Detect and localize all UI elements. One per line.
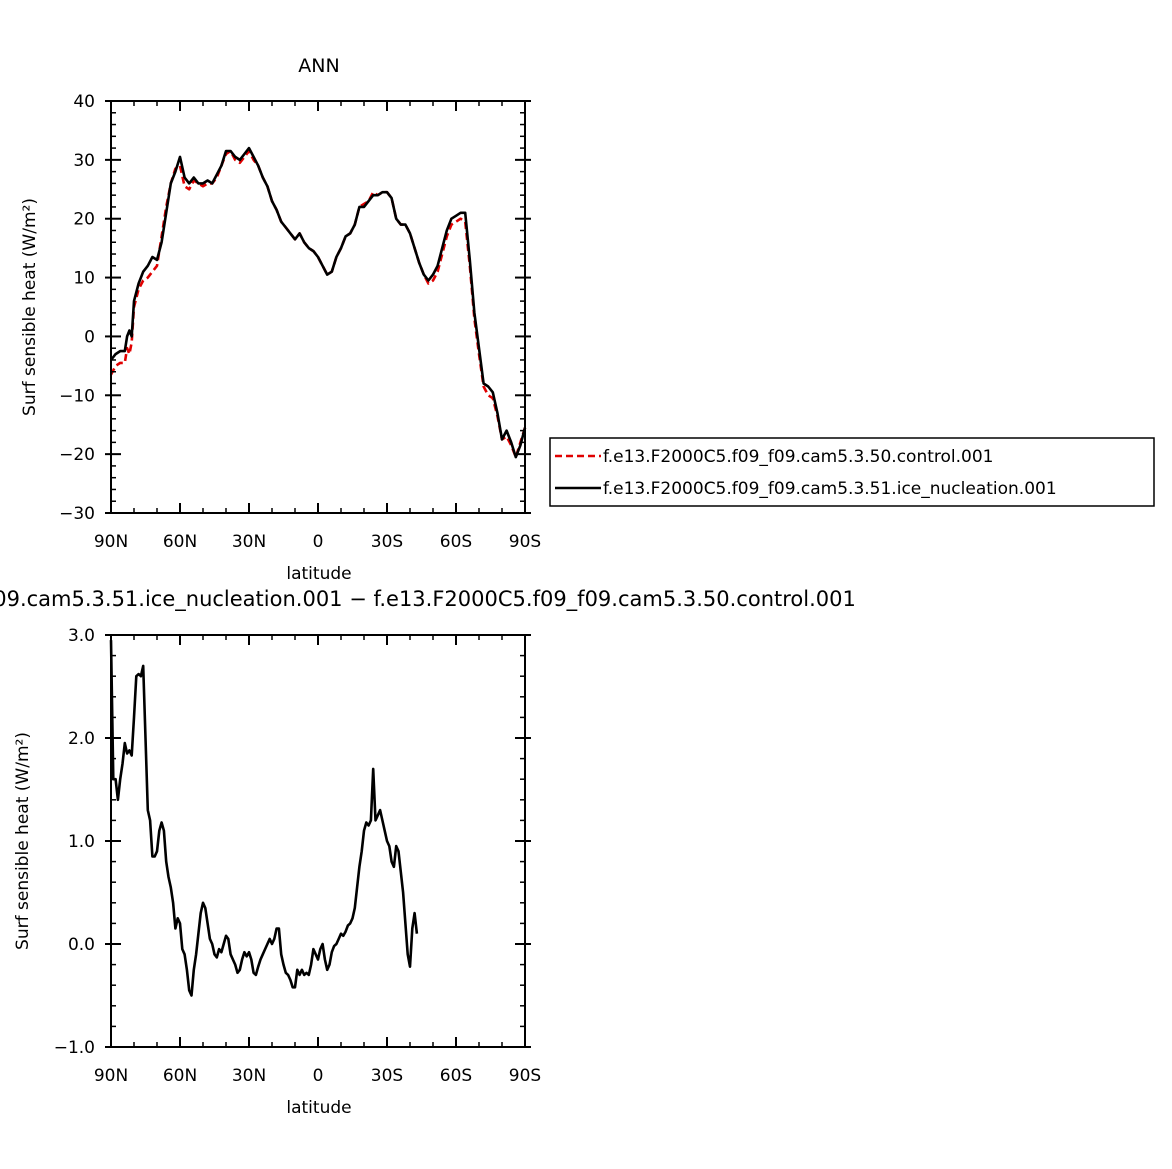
bottom-x-tick-label: 60S bbox=[440, 1066, 472, 1086]
bottom-axis-ticks: 90N 60N 30N 0 30S 60S 90S −1.0 0.0 1.0 2.0 3.0 bbox=[54, 626, 542, 1086]
top-y-tick-label: −20 bbox=[59, 445, 95, 465]
legend: f.e13.F2000C5.f09_f09.cam5.3.50.control.… bbox=[549, 437, 1155, 507]
legend-label-ice-nucleation: f.e13.F2000C5.f09_f09.cam5.3.51.ice_nucl… bbox=[603, 479, 1057, 499]
top-y-tick-label: 10 bbox=[73, 269, 95, 289]
bottom-y-axis-label: Surf sensible heat (W/m²) bbox=[13, 732, 33, 950]
top-x-tick-label: 90N bbox=[94, 532, 128, 552]
top-y-tick-label: −10 bbox=[59, 386, 95, 406]
top-x-tick-label: 30N bbox=[232, 532, 266, 552]
legend-label-control: f.e13.F2000C5.f09_f09.cam5.3.50.control.… bbox=[603, 447, 994, 467]
top-x-axis-label: latitude bbox=[286, 564, 351, 584]
bottom-x-tick-label: 90S bbox=[509, 1066, 541, 1086]
top-y-tick-label: 0 bbox=[84, 327, 95, 347]
top-series-line-1 bbox=[109, 146, 527, 459]
bottom-y-tick-label: 2.0 bbox=[68, 729, 95, 749]
bottom-x-axis-label: latitude bbox=[286, 1098, 351, 1118]
panel-difference: f.e13.F2000C5.f09_f09.cam5.3.51.ice_nucl… bbox=[0, 587, 856, 1118]
top-x-tick-label: 30S bbox=[371, 532, 403, 552]
bottom-x-tick-label: 30S bbox=[371, 1066, 403, 1086]
top-y-tick-label: −30 bbox=[59, 504, 95, 524]
bottom-y-tick-label: 0.0 bbox=[68, 935, 95, 955]
top-x-tick-label: 0 bbox=[313, 532, 324, 552]
top-chart-title: ANN bbox=[298, 55, 339, 77]
bottom-y-tick-label: 1.0 bbox=[68, 832, 95, 852]
bottom-series-line-0 bbox=[109, 640, 419, 997]
top-y-axis-label: Surf sensible heat (W/m²) bbox=[20, 198, 40, 416]
bottom-y-tick-label: 3.0 bbox=[68, 626, 95, 646]
bottom-plot-frame bbox=[110, 634, 526, 1048]
bottom-chart-title: f.e13.F2000C5.f09_f09.cam5.3.51.ice_nucl… bbox=[0, 587, 856, 612]
top-x-tick-label: 60S bbox=[440, 532, 472, 552]
top-series-line-0 bbox=[109, 149, 527, 459]
top-y-tick-label: 30 bbox=[73, 151, 95, 171]
bottom-y-tick-label: −1.0 bbox=[54, 1038, 95, 1058]
top-x-tick-label: 90S bbox=[509, 532, 541, 552]
top-series-group bbox=[109, 146, 527, 459]
legend-box bbox=[549, 437, 1155, 507]
bottom-x-tick-label: 90N bbox=[94, 1066, 128, 1086]
bottom-series-group bbox=[109, 640, 419, 997]
bottom-x-tick-label: 30N bbox=[232, 1066, 266, 1086]
bottom-x-tick-label: 0 bbox=[313, 1066, 324, 1086]
top-x-tick-label: 60N bbox=[163, 532, 197, 552]
top-axis-ticks: 90N 60N 30N 0 30S 60S 90S −30 −20 −10 0 10 20 30 40 bbox=[59, 92, 541, 552]
top-plot-frame bbox=[110, 100, 526, 514]
top-y-tick-label: 20 bbox=[73, 210, 95, 230]
bottom-x-tick-label: 60N bbox=[163, 1066, 197, 1086]
top-y-tick-label: 40 bbox=[73, 92, 95, 112]
panel-annual-mean: ANN 90N 60N 30N 0 30S 60S 90S −30 −20 −10 0 10 20 30 4… bbox=[20, 55, 1155, 584]
